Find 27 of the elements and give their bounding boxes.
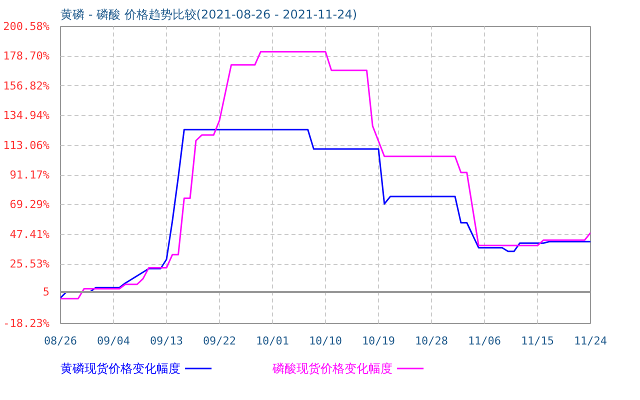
y-tick-label: 91.17% bbox=[10, 168, 50, 182]
x-tick-label: 09/13 bbox=[150, 334, 184, 348]
y-tick-label: 5 bbox=[42, 285, 50, 298]
line-series bbox=[60, 50, 590, 300]
legend-label: 黄磷现货价格变化幅度 bbox=[60, 362, 180, 376]
y-tick-label: 113.06% bbox=[3, 138, 50, 152]
y-tick-label: 47.41% bbox=[10, 228, 50, 241]
x-tick-label: 09/04 bbox=[96, 334, 130, 348]
y-tick-label: 134.94% bbox=[3, 109, 50, 122]
x-tick-label: 08/26 bbox=[44, 334, 78, 348]
x-tick-label: 11/15 bbox=[520, 334, 554, 348]
y-tick-label: 156.82% bbox=[3, 79, 50, 92]
x-tick-label: 09/22 bbox=[202, 334, 236, 348]
line-series bbox=[60, 128, 590, 299]
x-tick-label: 11/24 bbox=[574, 334, 608, 348]
x-tick-label: 10/10 bbox=[308, 334, 342, 348]
y-tick-label: 178.70% bbox=[3, 50, 50, 63]
chart-title: 黄磷 - 磷酸 价格趋势比较(2021-08-26 - 2021-11-24) bbox=[60, 8, 358, 22]
legend-label: 磷酸现货价格变化幅度 bbox=[272, 362, 392, 376]
x-tick-label: 10/19 bbox=[362, 334, 396, 348]
y-tick-label: 200.58% bbox=[3, 20, 50, 33]
x-tick-label: 10/01 bbox=[256, 334, 290, 348]
y-tick-label: 69.29% bbox=[10, 198, 50, 212]
y-tick-label: -18.23% bbox=[3, 317, 50, 330]
y-tick-label: 25.53% bbox=[10, 258, 50, 271]
x-tick-label: 11/06 bbox=[468, 334, 502, 348]
x-tick-label: 10/28 bbox=[414, 334, 448, 348]
